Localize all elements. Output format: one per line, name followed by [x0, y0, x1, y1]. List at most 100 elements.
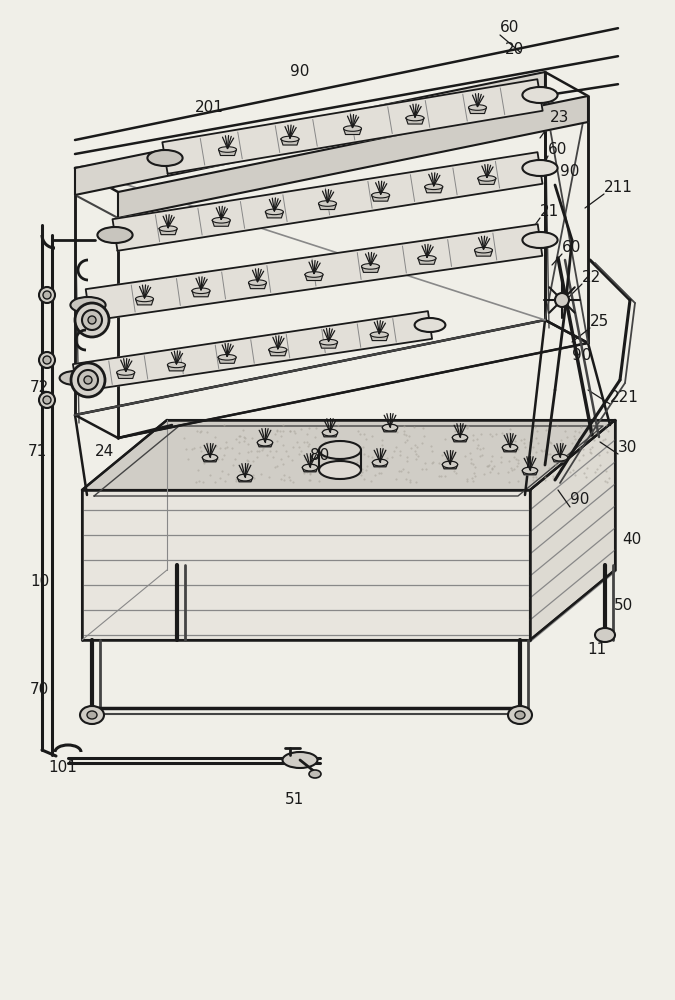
Polygon shape [319, 204, 337, 210]
Polygon shape [418, 258, 436, 264]
Ellipse shape [309, 770, 321, 778]
Polygon shape [118, 96, 588, 218]
Text: 201: 201 [195, 101, 224, 115]
Polygon shape [362, 266, 379, 272]
Polygon shape [167, 365, 186, 371]
Ellipse shape [452, 434, 468, 441]
Ellipse shape [442, 461, 458, 468]
Text: 60: 60 [562, 240, 581, 255]
Ellipse shape [508, 706, 532, 724]
Ellipse shape [344, 126, 362, 131]
Ellipse shape [87, 711, 97, 719]
Ellipse shape [88, 316, 96, 324]
Ellipse shape [84, 376, 92, 384]
Ellipse shape [202, 454, 217, 461]
Ellipse shape [71, 363, 105, 397]
Ellipse shape [382, 424, 398, 431]
Ellipse shape [43, 356, 51, 364]
Polygon shape [530, 420, 615, 640]
Ellipse shape [39, 287, 55, 303]
Text: 60: 60 [548, 142, 568, 157]
Ellipse shape [522, 232, 558, 248]
Text: 90: 90 [572, 348, 591, 362]
Polygon shape [86, 224, 542, 321]
Polygon shape [75, 72, 545, 195]
Polygon shape [425, 187, 443, 193]
Ellipse shape [212, 217, 230, 223]
Polygon shape [382, 428, 398, 432]
Ellipse shape [238, 474, 252, 481]
Polygon shape [371, 335, 388, 341]
Polygon shape [117, 372, 135, 378]
Polygon shape [406, 118, 424, 124]
Polygon shape [257, 443, 273, 447]
Polygon shape [452, 438, 468, 442]
Polygon shape [238, 478, 252, 482]
Ellipse shape [283, 752, 317, 768]
Polygon shape [468, 107, 487, 113]
Ellipse shape [371, 332, 388, 337]
Text: 90: 90 [570, 492, 589, 508]
Ellipse shape [117, 370, 135, 375]
Text: 70: 70 [30, 682, 49, 698]
Polygon shape [192, 291, 210, 297]
Polygon shape [281, 139, 299, 145]
Ellipse shape [515, 711, 525, 719]
Polygon shape [442, 465, 458, 469]
Polygon shape [305, 274, 323, 280]
Polygon shape [475, 250, 493, 256]
Ellipse shape [159, 226, 177, 231]
Polygon shape [82, 420, 615, 490]
Text: 221: 221 [610, 390, 639, 406]
Ellipse shape [468, 105, 487, 110]
Ellipse shape [257, 439, 273, 446]
Text: 30: 30 [618, 440, 637, 456]
Ellipse shape [319, 461, 361, 479]
Ellipse shape [218, 354, 236, 360]
Text: 211: 211 [604, 180, 633, 196]
Ellipse shape [406, 115, 424, 121]
Polygon shape [323, 433, 338, 437]
Ellipse shape [373, 459, 387, 466]
Polygon shape [136, 299, 153, 305]
Ellipse shape [319, 441, 361, 459]
Text: 90: 90 [560, 164, 579, 180]
Ellipse shape [219, 147, 236, 152]
Text: 101: 101 [48, 760, 77, 776]
Polygon shape [159, 229, 177, 235]
Polygon shape [202, 458, 217, 462]
Polygon shape [372, 195, 389, 201]
Polygon shape [82, 490, 530, 640]
Text: 60: 60 [500, 20, 519, 35]
Ellipse shape [418, 255, 436, 261]
Ellipse shape [43, 291, 51, 299]
Text: 40: 40 [622, 532, 641, 548]
Polygon shape [302, 468, 318, 472]
Text: 21: 21 [540, 205, 560, 220]
Polygon shape [212, 220, 230, 226]
Text: 24: 24 [95, 444, 114, 460]
Polygon shape [552, 458, 568, 462]
Text: 10: 10 [30, 574, 49, 589]
Ellipse shape [70, 297, 105, 313]
Ellipse shape [265, 209, 284, 215]
Polygon shape [522, 471, 538, 475]
Polygon shape [219, 149, 236, 155]
Ellipse shape [555, 293, 569, 307]
Text: 80: 80 [310, 448, 329, 462]
Ellipse shape [372, 192, 389, 198]
Ellipse shape [595, 628, 615, 642]
Ellipse shape [362, 264, 379, 269]
Text: 20: 20 [505, 42, 524, 57]
Ellipse shape [75, 303, 109, 337]
Ellipse shape [192, 288, 210, 294]
Ellipse shape [136, 296, 153, 302]
Ellipse shape [281, 136, 299, 142]
Polygon shape [478, 178, 496, 184]
Ellipse shape [323, 429, 338, 436]
Text: 90: 90 [290, 64, 309, 80]
Text: 51: 51 [285, 792, 304, 808]
Polygon shape [265, 212, 284, 218]
Ellipse shape [305, 272, 323, 277]
Ellipse shape [97, 227, 132, 243]
